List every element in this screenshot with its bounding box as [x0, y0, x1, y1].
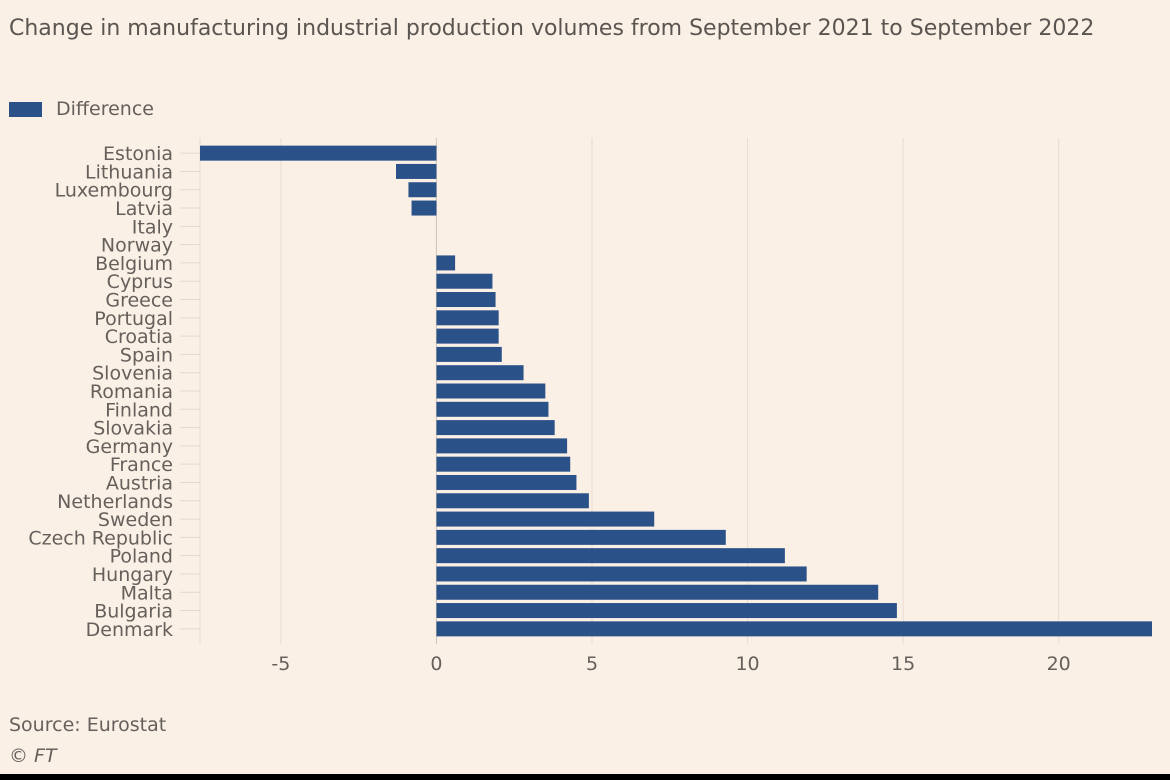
category-label: Italy [132, 216, 173, 238]
bar-cyprus [436, 273, 493, 289]
bar-malta [436, 584, 879, 600]
legend-swatch [9, 101, 42, 117]
x-tick-label: 10 [735, 653, 759, 675]
category-label: Spain [120, 344, 173, 366]
x-tick-label: -5 [271, 653, 290, 675]
category-label: Denmark [86, 619, 173, 641]
legend: Difference [9, 98, 154, 120]
bar-chart: EstoniaLithuaniaLuxembourgLatviaItalyNor… [28, 138, 1152, 675]
bar-croatia [436, 328, 499, 344]
category-label: Latvia [115, 198, 173, 220]
bar-slovakia [436, 420, 555, 436]
category-label: Poland [110, 546, 173, 568]
category-label: Belgium [95, 253, 173, 275]
category-label: Czech Republic [28, 527, 173, 549]
category-label: France [110, 454, 173, 476]
bar-romania [436, 383, 546, 399]
bar-luxembourg [408, 182, 437, 198]
category-label: Finland [105, 399, 173, 421]
category-label: Sweden [98, 509, 173, 531]
category-label: Slovenia [92, 363, 173, 385]
bar-hungary [436, 566, 807, 582]
category-ticks [180, 152, 200, 630]
credit-note: © FT [9, 745, 57, 767]
bar-estonia [200, 145, 437, 161]
category-label: Greece [105, 290, 173, 312]
x-tick-label: 15 [891, 653, 915, 675]
bar-bulgaria [436, 603, 897, 619]
category-labels: EstoniaLithuaniaLuxembourgLatviaItalyNor… [28, 143, 173, 641]
bar-netherlands [436, 493, 589, 509]
bar-poland [436, 548, 785, 564]
bar-denmark [436, 621, 1152, 637]
x-axis-labels: -5 0 5 10 15 20 [271, 653, 1070, 675]
bar-belgium [436, 255, 456, 271]
category-label: Romania [90, 381, 173, 403]
bar-slovenia [436, 365, 524, 381]
category-label: Slovakia [93, 418, 173, 440]
bar-spain [436, 346, 502, 362]
category-label: Bulgaria [94, 601, 173, 623]
bar-austria [436, 474, 577, 490]
bar-czech-republic [436, 529, 726, 545]
source-note: Source: Eurostat [9, 714, 167, 736]
category-label: Malta [121, 582, 173, 604]
bar-latvia [411, 200, 437, 216]
category-label: Austria [106, 472, 173, 494]
category-label: Lithuania [85, 161, 173, 183]
category-label: Cyprus [107, 271, 173, 293]
bottom-border [0, 774, 1170, 780]
category-label: Estonia [103, 143, 173, 165]
category-label: Portugal [94, 308, 173, 330]
category-label: Croatia [105, 326, 173, 348]
bar-lithuania [396, 163, 437, 179]
bar-finland [436, 401, 549, 417]
bar-portugal [436, 310, 499, 326]
bar-sweden [436, 511, 655, 527]
bar-france [436, 456, 571, 472]
category-label: Germany [86, 436, 173, 458]
category-label: Norway [101, 235, 173, 257]
category-label: Hungary [92, 564, 173, 586]
x-tick-label: 0 [430, 653, 442, 675]
bar-germany [436, 438, 568, 454]
category-label: Netherlands [57, 491, 173, 513]
x-tick-label: 20 [1047, 653, 1071, 675]
bars [200, 145, 1152, 637]
x-tick-label: 5 [586, 653, 598, 675]
chart-title: Change in manufacturing industrial produ… [9, 16, 1095, 41]
bar-greece [436, 292, 496, 308]
category-label: Luxembourg [55, 180, 173, 202]
legend-label: Difference [56, 98, 154, 120]
